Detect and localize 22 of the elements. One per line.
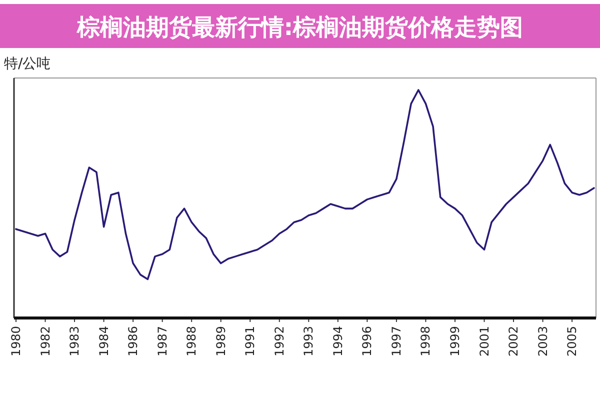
x-tick-label: 1997: [389, 326, 404, 357]
x-tick-label: 1980: [9, 326, 23, 357]
y-axis-title: 特/公吨: [4, 56, 51, 72]
x-tick-label: 1992: [272, 326, 286, 357]
x-tick-label: 1983: [68, 326, 82, 357]
x-tick-label: 1986: [126, 326, 140, 357]
x-tick-label: 1991: [243, 326, 258, 357]
x-tick-label: 1989: [214, 326, 228, 357]
x-tick-label: 2003: [536, 326, 550, 357]
x-tick-label: 1988: [184, 326, 199, 357]
x-tick-label: 1994: [330, 326, 345, 357]
x-tick-label: 1996: [360, 326, 374, 357]
x-tick-label: 2001: [477, 326, 492, 357]
x-tick-label: 2005: [565, 326, 580, 357]
x-tick-label: 1993: [302, 326, 316, 357]
x-tick-label: 1984: [96, 326, 111, 357]
x-tick-label: 2002: [506, 326, 521, 357]
x-tick-label: 1999: [448, 326, 462, 357]
x-tick-label: 1987: [155, 326, 170, 357]
x-tick-label: 1982: [38, 326, 52, 357]
chart-title: 棕榈油期货最新行情:棕榈油期货价格走势图: [76, 14, 524, 41]
x-tick-label: 1998: [418, 326, 433, 357]
